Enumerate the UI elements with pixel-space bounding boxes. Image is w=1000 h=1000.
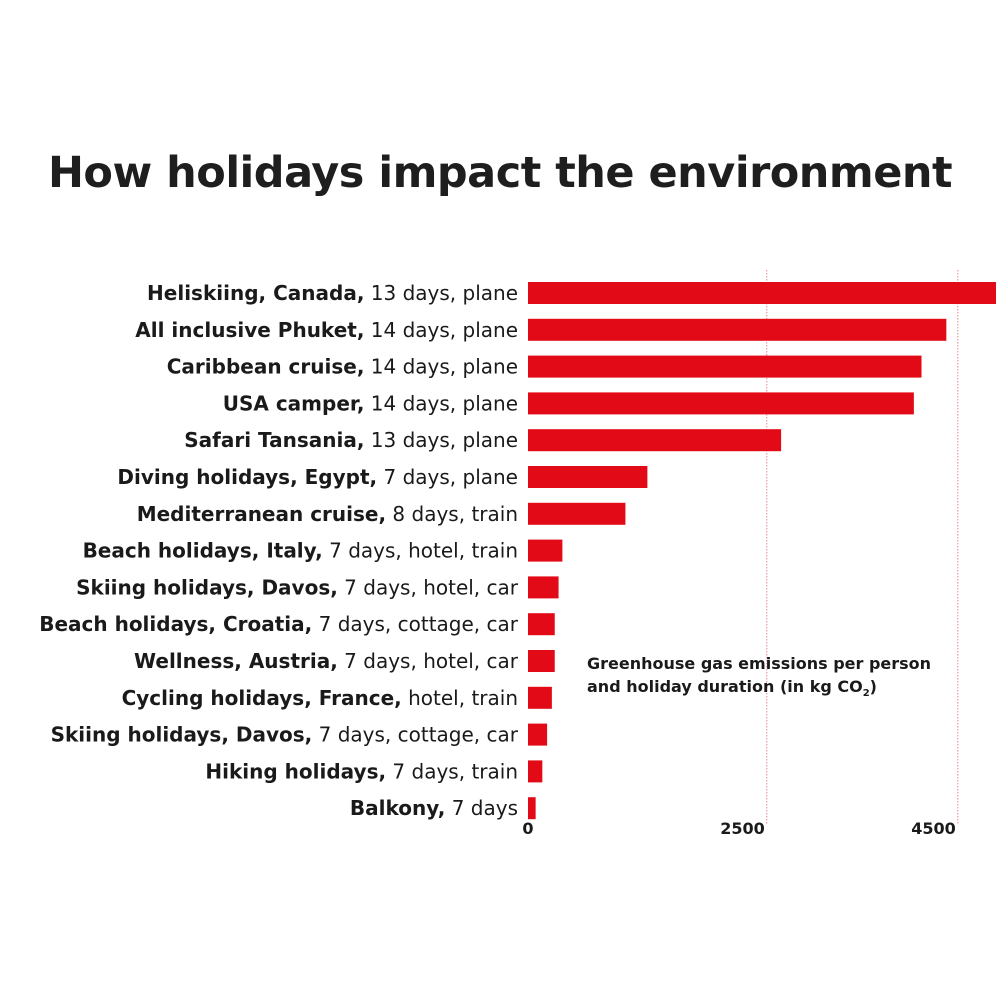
category-label-bold: Beach holidays, Italy, [83,539,323,563]
category-label-detail: 14 days, plane [364,391,518,415]
category-label: Mediterranean cruise, 8 days, train [137,502,518,526]
annotation-line-2-end: ) [869,677,877,696]
chart-title: How holidays impact the environment [47,148,953,198]
category-label: Heliskiing, Canada, 13 days, plane [147,281,518,305]
tick-label: 4500 [911,819,956,838]
category-label-bold: Diving holidays, Egypt, [117,465,377,489]
category-label-bold: All inclusive Phuket, [135,318,364,342]
bar [528,355,922,378]
category-label-bold: Skiing holidays, Davos, [76,575,338,599]
category-label: Balkony, 7 days [350,796,518,820]
category-label-detail: 7 days, hotel, car [338,575,519,599]
bar [528,686,552,709]
category-label-detail: 7 days, hotel, car [338,649,519,673]
category-label-detail: 7 days, plane [377,465,518,489]
category-label: Diving holidays, Egypt, 7 days, plane [117,465,518,489]
tick-label: 2500 [720,819,765,838]
category-label-detail: 14 days, plane [364,318,518,342]
tick-label: 0 [522,819,533,838]
bar [528,797,536,820]
category-label-detail: 7 days, hotel, train [323,539,518,563]
category-label-bold: Caribbean cruise, [167,355,365,379]
category-label-detail: 13 days, plane [364,428,518,452]
bar [528,613,555,636]
category-label: Hiking holidays, 7 days, train [205,759,518,783]
bar [528,502,626,525]
category-label: Skiing holidays, Davos, 7 days, cottage,… [51,723,519,747]
category-label-bold: Wellness, Austria, [134,649,338,673]
category-label-bold: Heliskiing, Canada, [147,281,364,305]
bars [528,282,996,820]
category-label-detail: 13 days, plane [364,281,518,305]
emissions-annotation: Greenhouse gas emissions per person and … [587,652,967,705]
category-label-bold: Safari Tansania, [184,428,364,452]
category-label-detail: 14 days, plane [364,355,518,379]
bar [528,318,947,341]
category-label: USA camper, 14 days, plane [223,391,518,415]
bar [528,576,559,599]
bar [528,466,648,488]
annotation-line-1: Greenhouse gas emissions per person [587,654,932,673]
category-label-bold: Mediterranean cruise, [137,502,386,526]
bar [528,723,548,746]
annotation-line-2: and holiday duration (in kg CO2) [587,675,967,705]
category-label-bold: Cycling holidays, France, [122,686,402,710]
category-label: All inclusive Phuket, 14 days, plane [135,318,518,342]
bar [528,429,782,452]
category-label-bold: Hiking holidays, [205,759,386,783]
annotation-line-2-text: and holiday duration (in kg CO [587,677,863,696]
category-label-bold: Beach holidays, Croatia, [39,612,312,636]
gridlines [766,270,959,825]
category-label-detail: 7 days, train [386,759,518,783]
category-label: Cycling holidays, France, hotel, train [122,686,518,710]
category-label-bold: Skiing holidays, Davos, [51,723,313,747]
category-label: Beach holidays, Italy, 7 days, hotel, tr… [83,539,518,563]
bar [528,282,996,304]
category-label: Wellness, Austria, 7 days, hotel, car [134,649,519,673]
category-label: Safari Tansania, 13 days, plane [184,428,518,452]
annotation-subscript: 2 [862,688,870,700]
bar [528,539,563,562]
x-axis-ticks: 0 2500 4500 [522,819,955,838]
bar [528,760,543,783]
category-label-detail: hotel, train [402,686,518,710]
category-label-detail: 7 days, cottage, car [312,612,519,636]
category-label-detail: 7 days, cottage, car [312,723,519,747]
category-label-detail: 8 days, train [386,502,518,526]
category-label-detail: 7 days [445,796,518,820]
category-label: Beach holidays, Croatia, 7 days, cottage… [39,612,519,636]
category-label-bold: USA camper, [223,391,365,415]
bar [528,392,914,415]
category-label: Caribbean cruise, 14 days, plane [167,355,518,379]
category-label: Skiing holidays, Davos, 7 days, hotel, c… [76,575,519,599]
bar [528,650,555,672]
category-label-bold: Balkony, [350,796,445,820]
